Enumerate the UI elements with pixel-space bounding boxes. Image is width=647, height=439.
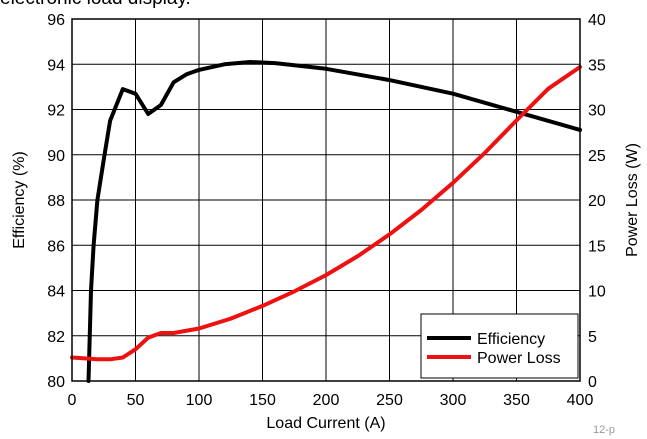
right-y-tick-label: 30 [588, 103, 606, 120]
right-axis-title: Power Loss (W) [624, 143, 641, 257]
right-y-tick-label: 0 [588, 374, 597, 391]
left-y-tick-label: 94 [47, 57, 65, 74]
left-y-tick-label: 82 [47, 329, 65, 346]
left-axis-ticks: 80 82 84 86 88 90 92 94 96 [47, 12, 65, 391]
legend-box [420, 313, 579, 379]
x-tick-label: 150 [249, 392, 276, 409]
x-tick-label: 0 [68, 392, 77, 409]
left-y-tick-label: 84 [47, 284, 65, 301]
x-tick-label: 300 [440, 392, 467, 409]
x-axis-ticks: 0 50 100 150 200 250 300 350 400 [68, 392, 594, 409]
x-tick-label: 350 [503, 392, 530, 409]
efficiency-line [86, 60, 582, 383]
series-group [70, 60, 582, 383]
right-y-tick-label: 10 [588, 284, 606, 301]
figure-id: 12-p [593, 424, 616, 436]
x-tick-label: 400 [567, 392, 594, 409]
left-y-tick-label: 86 [47, 238, 65, 255]
right-y-tick-label: 15 [588, 238, 606, 255]
left-axis-title: Efficiency (%) [11, 151, 28, 249]
power-loss-line [70, 65, 582, 362]
plot-frame [71, 18, 581, 382]
left-y-tick-label: 90 [47, 148, 65, 165]
left-y-tick-label: 88 [47, 193, 65, 210]
legend-label-efficiency: Efficiency [477, 331, 545, 348]
x-tick-label: 250 [376, 392, 403, 409]
x-tick-label: 50 [127, 392, 145, 409]
legend: Efficiency Power Loss [420, 313, 579, 379]
x-tick-label: 200 [313, 392, 340, 409]
left-y-tick-label: 92 [47, 103, 65, 120]
right-y-tick-label: 5 [588, 329, 597, 346]
right-y-tick-label: 35 [588, 57, 606, 74]
left-y-tick-label: 96 [47, 12, 65, 29]
x-axis-title: Load Current (A) [266, 415, 385, 432]
top-caption: electronic load display. [0, 0, 191, 10]
right-axis-ticks: 0 5 10 15 20 25 30 35 40 [588, 12, 606, 391]
x-tick-label: 100 [186, 392, 213, 409]
left-y-tick-label: 80 [47, 374, 65, 391]
right-y-tick-label: 40 [588, 12, 606, 29]
right-y-tick-label: 20 [588, 193, 606, 210]
legend-label-power-loss: Power Loss [477, 350, 561, 367]
right-y-tick-label: 25 [588, 148, 606, 165]
